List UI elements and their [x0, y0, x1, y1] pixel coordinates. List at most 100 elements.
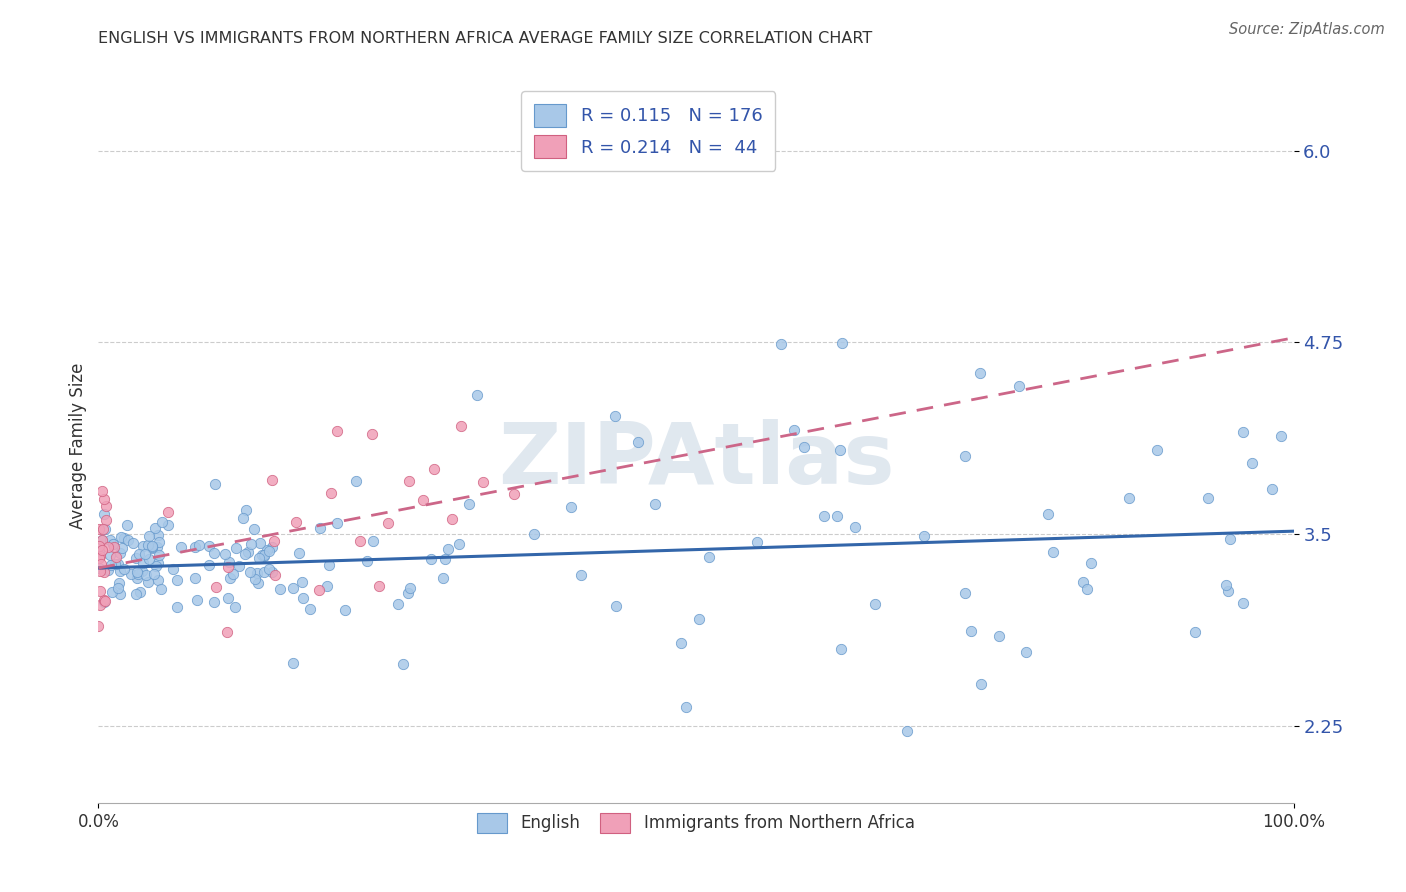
Point: [1270, 429, 1292, 443]
Point: [127, 571, 149, 585]
Point: [186, 593, 208, 607]
Point: [1232, 596, 1254, 610]
Point: [1232, 425, 1254, 439]
Point: [953, 449, 976, 463]
Point: [90, 533, 112, 547]
Point: [228, 559, 250, 574]
Point: [128, 547, 150, 561]
Point: [308, 583, 330, 598]
Point: [198, 539, 221, 553]
Point: [912, 529, 935, 543]
Point: [205, 580, 228, 594]
Point: [1184, 624, 1206, 639]
Point: [132, 557, 155, 571]
Point: [108, 576, 131, 591]
Point: [472, 475, 495, 490]
Point: [440, 512, 463, 526]
Point: [263, 533, 285, 548]
Point: [89, 522, 111, 536]
Point: [143, 566, 166, 581]
Point: [150, 582, 173, 597]
Point: [793, 440, 815, 454]
Point: [465, 388, 488, 402]
Point: [503, 487, 526, 501]
Point: [770, 337, 793, 351]
Point: [89, 584, 111, 599]
Point: [214, 547, 236, 561]
Point: [969, 366, 991, 380]
Point: [146, 540, 169, 554]
Point: [252, 549, 274, 563]
Point: [148, 549, 170, 563]
Point: [827, 508, 849, 523]
Point: [560, 500, 582, 514]
Point: [253, 549, 276, 563]
Point: [91, 542, 114, 557]
Point: [291, 574, 314, 589]
Point: [100, 585, 122, 599]
Text: Source: ZipAtlas.com: Source: ZipAtlas.com: [1229, 22, 1385, 37]
Point: [627, 435, 650, 450]
Point: [94, 513, 117, 527]
Point: [108, 565, 131, 579]
Point: [112, 562, 135, 576]
Point: [136, 538, 159, 552]
Point: [94, 499, 117, 513]
Point: [1042, 545, 1064, 559]
Point: [260, 540, 283, 554]
Point: [148, 535, 170, 549]
Point: [115, 518, 138, 533]
Point: [287, 546, 309, 560]
Point: [326, 516, 349, 530]
Point: [1038, 508, 1060, 522]
Point: [225, 541, 247, 555]
Point: [97, 563, 120, 577]
Point: [263, 568, 285, 582]
Legend: English, Immigrants from Northern Africa: English, Immigrants from Northern Africa: [468, 805, 924, 841]
Point: [697, 550, 720, 565]
Point: [125, 565, 148, 579]
Point: [830, 642, 852, 657]
Point: [1146, 442, 1168, 457]
Point: [291, 591, 314, 605]
Point: [91, 533, 114, 547]
Point: [125, 586, 148, 600]
Point: [110, 530, 132, 544]
Point: [108, 546, 131, 560]
Point: [107, 557, 129, 571]
Point: [1076, 582, 1098, 596]
Point: [434, 552, 457, 566]
Point: [120, 567, 142, 582]
Point: [146, 556, 169, 570]
Point: [1197, 491, 1219, 505]
Point: [93, 593, 115, 607]
Point: [132, 539, 155, 553]
Point: [387, 597, 409, 611]
Point: [283, 656, 305, 670]
Point: [166, 599, 188, 614]
Point: [1071, 574, 1094, 589]
Point: [91, 483, 114, 498]
Point: [247, 551, 270, 566]
Point: [605, 599, 627, 613]
Point: [830, 443, 852, 458]
Point: [141, 541, 163, 555]
Point: [89, 544, 111, 558]
Point: [224, 600, 246, 615]
Point: [93, 508, 115, 522]
Point: [135, 567, 157, 582]
Point: [259, 543, 281, 558]
Point: [813, 508, 835, 523]
Point: [103, 540, 125, 554]
Point: [198, 558, 221, 572]
Point: [146, 528, 169, 542]
Point: [91, 522, 114, 536]
Point: [260, 473, 283, 487]
Point: [396, 586, 419, 600]
Point: [326, 424, 349, 438]
Point: [218, 555, 240, 569]
Point: [131, 564, 153, 578]
Point: [422, 462, 444, 476]
Point: [108, 587, 131, 601]
Point: [87, 551, 110, 566]
